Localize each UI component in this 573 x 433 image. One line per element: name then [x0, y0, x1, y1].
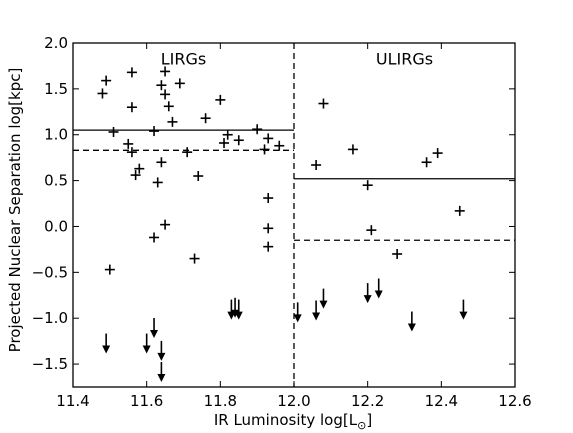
- data-point-plus: [104, 264, 115, 275]
- data-point-upper-limit: [150, 317, 159, 338]
- data-point-plus: [149, 126, 160, 137]
- data-point-plus: [160, 66, 171, 77]
- y-tick-label: 1.5: [44, 80, 68, 98]
- data-point-plus: [126, 147, 137, 158]
- y-tick-label: −1.0: [32, 309, 68, 327]
- data-point-plus: [182, 147, 193, 158]
- data-point-upper-limit: [407, 311, 416, 332]
- data-point-plus: [366, 225, 377, 236]
- data-point-plus: [160, 219, 171, 230]
- axis-ticks: [72, 42, 516, 387]
- arrow-head-icon: [157, 352, 166, 361]
- data-point-plus: [263, 133, 274, 144]
- x-tick-label: 11.8: [204, 392, 237, 410]
- region-label-lirgs: LIRGs: [161, 50, 206, 69]
- data-point-upper-limit: [312, 300, 321, 321]
- data-point-upper-limit: [157, 340, 166, 361]
- data-point-plus: [263, 223, 274, 234]
- data-point-plus: [167, 116, 178, 127]
- data-point-plus: [123, 138, 134, 149]
- data-point-upper-limit: [363, 283, 372, 304]
- x-tick-label: 12.0: [277, 392, 310, 410]
- y-tick-label: 0.0: [44, 217, 68, 235]
- x-tick-label: 11.6: [130, 392, 163, 410]
- arrow-head-icon: [157, 373, 166, 382]
- data-point-plus: [200, 113, 211, 124]
- x-tick-label: 11.4: [56, 392, 89, 410]
- data-point-plus: [108, 126, 119, 137]
- data-point-upper-limit: [459, 299, 468, 320]
- data-point-plus: [263, 241, 274, 252]
- data-point-plus: [347, 144, 358, 155]
- data-point-plus: [149, 232, 160, 243]
- y-tick-label: −0.5: [32, 263, 68, 281]
- data-point-plus: [160, 89, 171, 100]
- arrow-head-icon: [312, 312, 321, 321]
- data-point-plus: [193, 171, 204, 182]
- data-point-plus: [392, 248, 403, 259]
- x-tick-labels: 11.4 11.6 11.8 12.0 12.2 12.4 12.6: [56, 392, 531, 410]
- data-point-plus: [233, 135, 244, 146]
- y-tick-label: 0.5: [44, 172, 68, 190]
- arrow-head-icon: [319, 300, 328, 309]
- data-point-plus: [156, 80, 167, 91]
- data-point-plus: [274, 140, 285, 151]
- data-point-plus: [219, 137, 230, 148]
- data-points: [97, 66, 468, 382]
- data-point-plus: [432, 148, 443, 159]
- data-point-plus: [421, 157, 432, 168]
- data-point-plus: [126, 67, 137, 78]
- arrow-head-icon: [374, 290, 383, 299]
- data-point-plus: [156, 157, 167, 168]
- arrow-head-icon: [102, 345, 111, 354]
- x-tick-label: 12.6: [498, 392, 531, 410]
- arrow-head-icon: [234, 311, 243, 320]
- y-tick-labels: 2.0 1.5 1.0 0.5 0.0 −0.5 −1.0 −1.5: [32, 34, 68, 373]
- data-point-plus: [222, 129, 233, 140]
- region-labels: LIRGs ULIRGs: [161, 50, 433, 69]
- data-point-plus: [134, 163, 145, 174]
- arrow-head-icon: [407, 323, 416, 332]
- data-point-plus: [174, 78, 185, 89]
- data-point-plus: [454, 205, 465, 216]
- arrow-head-icon: [150, 329, 159, 338]
- data-point-plus: [97, 88, 108, 99]
- data-point-plus: [163, 101, 174, 112]
- arrow-head-icon: [459, 311, 468, 320]
- data-point-plus: [215, 94, 226, 105]
- x-axis-title: IR Luminosity log[L⊙]: [214, 411, 372, 432]
- data-point-plus: [101, 75, 112, 86]
- data-point-upper-limit: [319, 288, 328, 309]
- data-point-plus: [189, 253, 200, 264]
- y-tick-label: 1.0: [44, 126, 68, 144]
- data-point-upper-limit: [227, 299, 236, 320]
- y-tick-label: 2.0: [44, 34, 68, 52]
- data-point-plus: [362, 180, 373, 191]
- data-point-plus: [311, 160, 322, 171]
- data-point-upper-limit: [102, 333, 111, 354]
- x-tick-label: 12.2: [351, 392, 384, 410]
- arrow-head-icon: [293, 314, 302, 323]
- arrow-head-icon: [363, 295, 372, 304]
- data-point-upper-limit: [157, 361, 166, 382]
- data-point-plus: [259, 144, 270, 155]
- data-point-upper-limit: [293, 302, 302, 323]
- y-axis-title: Projected Nuclear Separation log[kpc]: [6, 68, 24, 353]
- data-point-plus: [318, 98, 329, 109]
- data-point-upper-limit: [142, 333, 151, 354]
- data-point-upper-limit: [374, 278, 383, 299]
- data-point-plus: [152, 177, 163, 188]
- data-point-plus: [130, 170, 141, 181]
- data-point-plus: [126, 102, 137, 113]
- data-point-plus: [252, 124, 263, 135]
- region-label-ulirgs: ULIRGs: [376, 50, 433, 69]
- x-tick-label: 12.4: [425, 392, 458, 410]
- data-point-upper-limit: [234, 299, 243, 320]
- arrow-head-icon: [142, 345, 151, 354]
- y-tick-label: −1.5: [32, 355, 68, 373]
- data-point-plus: [263, 193, 274, 204]
